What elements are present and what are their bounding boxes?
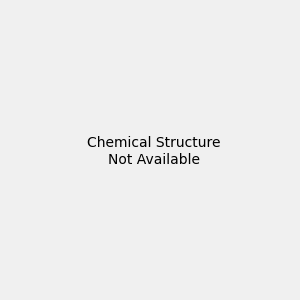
Text: Chemical Structure
Not Available: Chemical Structure Not Available (87, 136, 220, 166)
